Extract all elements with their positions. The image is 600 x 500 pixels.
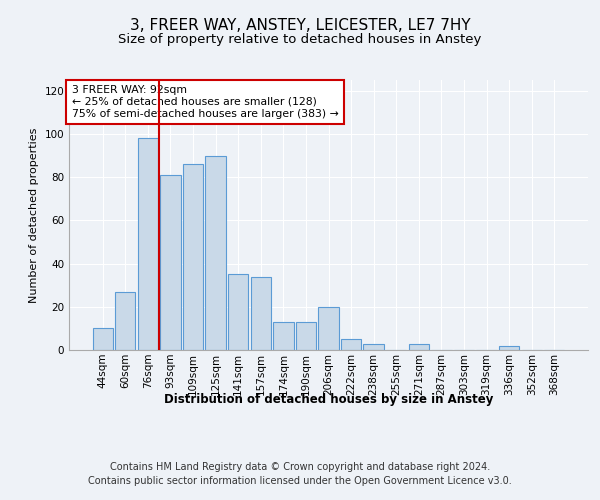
Bar (183, 164, 203, 350)
Bar (92, 328, 113, 350)
Bar (499, 346, 519, 350)
Text: Size of property relative to detached houses in Anstey: Size of property relative to detached ho… (118, 32, 482, 46)
Text: Contains HM Land Registry data © Crown copyright and database right 2024.: Contains HM Land Registry data © Crown c… (110, 462, 490, 472)
Bar (160, 175, 181, 350)
Bar (296, 322, 316, 350)
Bar (251, 276, 271, 350)
Bar (228, 274, 248, 350)
Bar (273, 322, 293, 350)
Y-axis label: Number of detached properties: Number of detached properties (29, 128, 39, 302)
Text: Distribution of detached houses by size in Anstey: Distribution of detached houses by size … (164, 392, 493, 406)
Bar (364, 344, 384, 350)
Text: 3, FREER WAY, ANSTEY, LEICESTER, LE7 7HY: 3, FREER WAY, ANSTEY, LEICESTER, LE7 7HY (130, 18, 470, 32)
Bar (341, 339, 361, 350)
Bar (205, 156, 226, 350)
Bar (138, 138, 158, 350)
Bar (409, 344, 429, 350)
Bar (115, 292, 136, 350)
Text: 3 FREER WAY: 92sqm
← 25% of detached houses are smaller (128)
75% of semi-detach: 3 FREER WAY: 92sqm ← 25% of detached hou… (71, 86, 338, 118)
Bar (319, 307, 338, 350)
Text: Contains public sector information licensed under the Open Government Licence v3: Contains public sector information licen… (88, 476, 512, 486)
